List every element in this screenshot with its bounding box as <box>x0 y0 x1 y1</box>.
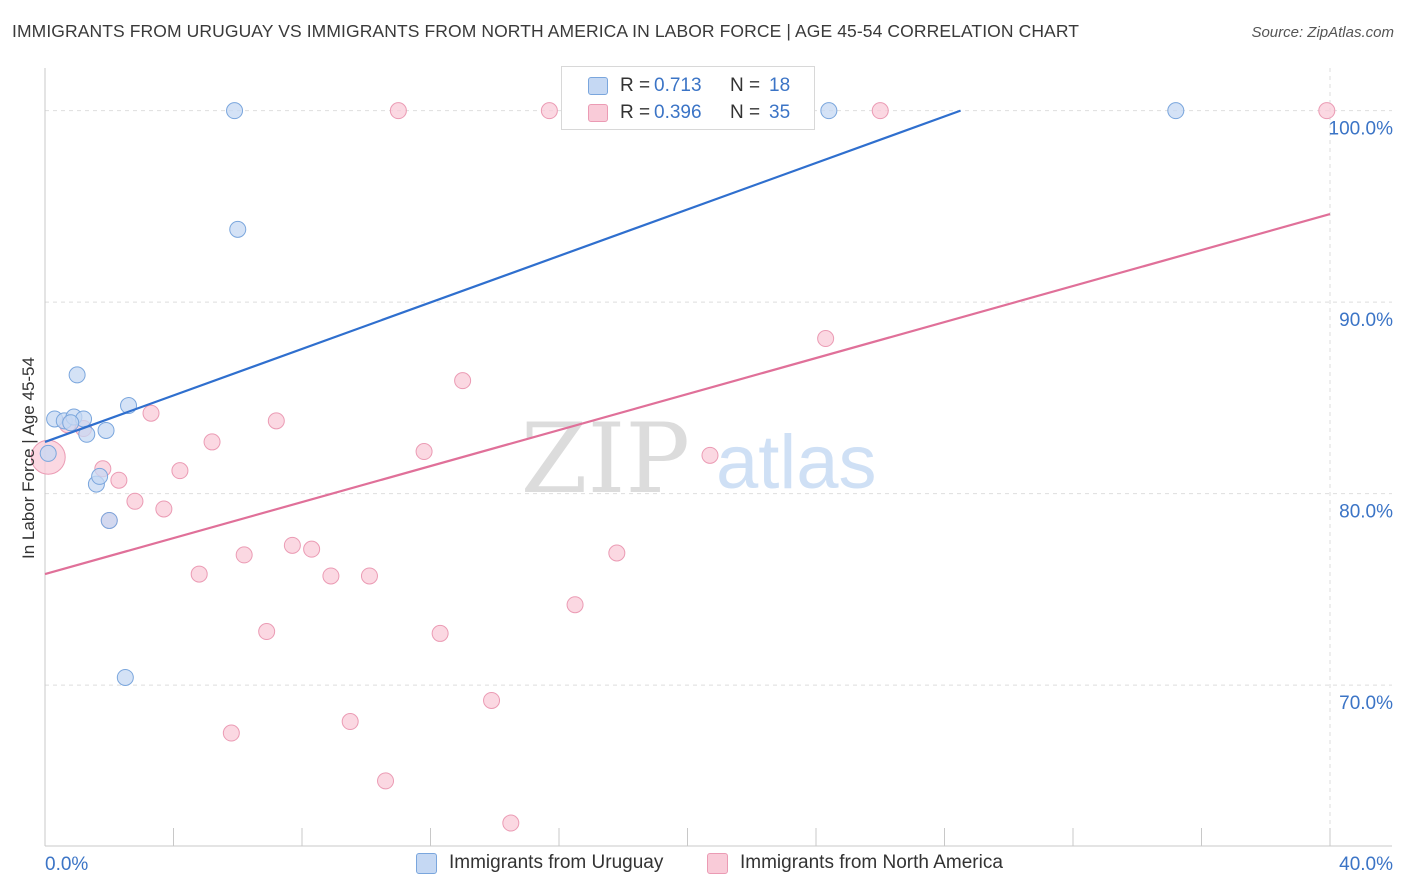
north-america-legend-swatch <box>707 853 728 874</box>
y-tick-label: 70.0% <box>1339 693 1393 714</box>
north-america-point <box>817 330 835 348</box>
north-america-point <box>871 102 889 120</box>
uruguay-point <box>1167 102 1185 120</box>
uruguay-n-value: 18 <box>769 75 791 96</box>
north-america-swatch <box>588 104 608 122</box>
north-america-point <box>267 412 285 430</box>
y-tick-label: 80.0% <box>1339 502 1393 523</box>
uruguay-point <box>39 444 57 462</box>
north-america-point <box>454 372 472 390</box>
north-america-point <box>171 462 189 480</box>
north-america-point <box>126 492 144 510</box>
north-america-point <box>360 567 378 585</box>
uruguay-point <box>68 366 86 384</box>
y-tick-label: 100.0% <box>1329 119 1394 140</box>
stats-legend: R = 0.713 N = 18 R = 0.396 N = 35 <box>561 66 815 130</box>
y-tick-label: 90.0% <box>1339 310 1393 331</box>
uruguay-point <box>229 220 247 238</box>
north-america-n-value: 35 <box>769 102 791 123</box>
uruguay-point <box>62 414 80 432</box>
n-label: N = <box>730 102 761 123</box>
uruguay-points <box>39 102 1185 686</box>
uruguay-point <box>100 511 118 529</box>
n-label: N = <box>730 75 761 96</box>
watermark: ZIP atlas <box>521 403 877 515</box>
north-america-legend-label: Immigrants from North America <box>740 852 1003 873</box>
north-america-point <box>235 546 253 564</box>
uruguay-point <box>91 467 109 485</box>
x-tick-label: 40.0% <box>1339 854 1393 875</box>
source-label: Source: ZipAtlas.com <box>1251 24 1394 41</box>
chart-title: IMMIGRANTS FROM URUGUAY VS IMMIGRANTS FR… <box>12 21 1080 41</box>
north-america-point <box>322 567 340 585</box>
north-america-point <box>483 691 501 709</box>
r-label: R = <box>620 102 651 123</box>
uruguay-r-value: 0.713 <box>654 75 702 96</box>
north-america-point <box>303 540 321 558</box>
north-america-point <box>190 565 208 583</box>
north-america-point <box>415 443 433 461</box>
watermark-atlas: atlas <box>716 420 877 505</box>
north-america-point <box>389 102 407 120</box>
north-america-point <box>566 596 584 614</box>
uruguay-swatch <box>588 77 608 95</box>
north-america-point <box>155 500 173 518</box>
north-america-point <box>341 713 359 731</box>
north-america-trend-line <box>44 212 1331 576</box>
uruguay-point <box>226 102 244 120</box>
grid <box>45 68 1392 846</box>
north-america-point <box>701 446 719 464</box>
north-america-point <box>283 536 301 554</box>
north-america-point <box>142 404 160 422</box>
north-america-point <box>540 102 558 120</box>
uruguay-legend-swatch <box>416 853 437 874</box>
axis-labels: 70.0% 80.0% 90.0% 100.0% 0.0% 40.0% In Labor F… <box>19 119 1393 875</box>
trend-lines <box>44 109 1331 576</box>
uruguay-point <box>97 421 115 439</box>
north-america-point <box>502 814 520 832</box>
uruguay-point <box>116 668 134 686</box>
north-america-point <box>110 471 128 489</box>
uruguay-trend-line <box>44 109 961 443</box>
uruguay-legend-label: Immigrants from Uruguay <box>449 852 664 873</box>
watermark-zip: ZIP <box>521 403 690 515</box>
north-america-point <box>1318 102 1336 120</box>
y-axis-title: In Labor Force | Age 45-54 <box>19 357 38 559</box>
north-america-point <box>377 772 395 790</box>
north-america-point <box>222 724 240 742</box>
north-america-point <box>608 544 626 562</box>
x-tick-label: 0.0% <box>45 854 88 875</box>
north-america-r-value: 0.396 <box>654 102 702 123</box>
uruguay-point <box>820 102 838 120</box>
r-label: R = <box>620 75 651 96</box>
north-america-point <box>203 433 221 451</box>
north-america-point <box>258 623 276 641</box>
north-america-point <box>431 624 449 642</box>
